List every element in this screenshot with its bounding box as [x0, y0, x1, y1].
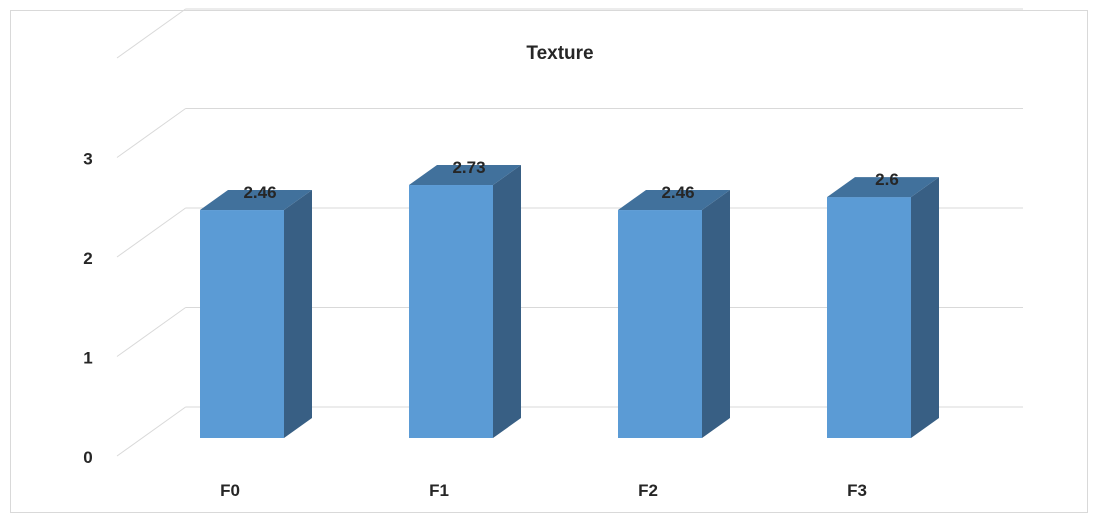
x-tick-label: F2 [638, 481, 658, 500]
bar-f3: 2.6 [827, 170, 939, 439]
x-tick-label: F3 [847, 481, 867, 500]
bar-side [284, 190, 312, 438]
bar-front [409, 185, 493, 438]
bar-side [702, 190, 730, 438]
bar-f2: 2.46 [618, 183, 730, 438]
gridline-diagonal [116, 207, 186, 258]
bars: 2.46 2.73 2.46 2.6 [200, 158, 939, 439]
y-tick-label: 0 [83, 448, 92, 467]
x-tick-label: F0 [220, 481, 240, 500]
bar-f0: 2.46 [200, 183, 312, 438]
bar-front [200, 210, 284, 438]
bar-front [827, 197, 911, 438]
y-tick-label: 2 [83, 249, 92, 268]
bar-top [200, 190, 312, 211]
data-label: 2.73 [452, 158, 485, 177]
bar-side [911, 177, 939, 439]
bar-top [618, 190, 730, 211]
y-axis: 0 1 2 3 [83, 150, 92, 468]
gridline-diagonal [116, 406, 186, 457]
y-tick-label: 1 [83, 349, 92, 368]
gridline-diagonal [116, 307, 186, 357]
bar-side [493, 165, 521, 438]
y-tick-label: 3 [83, 150, 92, 169]
gridline-diagonal [116, 8, 186, 59]
bar-top [827, 177, 939, 198]
data-label: 2.46 [661, 183, 694, 202]
data-label: 2.6 [875, 170, 899, 189]
bar-top [409, 165, 521, 186]
bar-front [618, 210, 702, 438]
gridline-diagonal [116, 108, 186, 158]
x-tick-label: F1 [429, 481, 449, 500]
data-label: 2.46 [243, 183, 276, 202]
chart-title: Texture [526, 43, 593, 64]
bar-f1: 2.73 [409, 158, 521, 438]
x-axis: F0 F1 F2 F3 [220, 481, 867, 500]
